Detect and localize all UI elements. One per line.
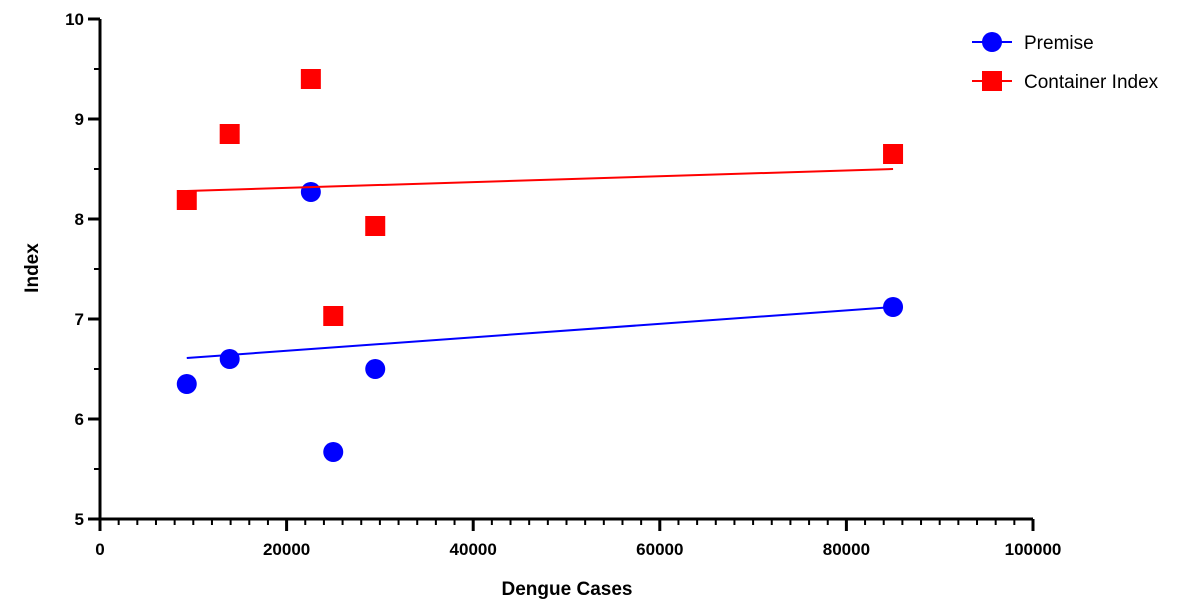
data-point — [365, 216, 386, 236]
legend-label: Premise — [1024, 33, 1094, 54]
y-tick-label: 7 — [75, 310, 84, 329]
data-point — [883, 297, 904, 317]
x-tick-label: 100000 — [1005, 540, 1062, 559]
series-premise — [176, 182, 904, 462]
x-tick-label: 20000 — [263, 540, 310, 559]
plot-area — [176, 69, 904, 462]
y-tick-label: 8 — [75, 210, 84, 229]
legend: Premise Container Index — [972, 32, 1159, 93]
axes: 0 20000 40000 60000 80000 100000 5 6 7 8 9 10 — [65, 10, 1061, 559]
data-point — [219, 124, 240, 144]
data-point — [300, 182, 321, 202]
trendline — [186, 168, 894, 192]
x-axis-title: Dengue Cases — [502, 579, 633, 600]
data-point — [176, 374, 197, 394]
legend-marker — [982, 71, 1002, 91]
y-tick-label: 5 — [75, 510, 84, 529]
legend-item: Container Index — [972, 71, 1159, 93]
data-point — [365, 359, 386, 379]
y-tick-label: 10 — [65, 10, 84, 29]
data-point — [883, 144, 904, 164]
trendline — [186, 306, 894, 359]
y-tick-label: 6 — [75, 410, 84, 429]
x-tick-label: 80000 — [823, 540, 870, 559]
x-tick-label: 0 — [95, 540, 104, 559]
data-point — [219, 349, 240, 369]
legend-marker — [982, 32, 1002, 52]
data-point — [176, 190, 197, 210]
data-point — [323, 442, 344, 462]
x-tick-label: 60000 — [636, 540, 683, 559]
legend-item: Premise — [972, 32, 1094, 54]
x-tick-label: 40000 — [450, 540, 497, 559]
data-point — [300, 69, 321, 89]
legend-label: Container Index — [1024, 72, 1159, 93]
y-tick-label: 9 — [75, 110, 84, 129]
series-container-index — [176, 69, 904, 326]
y-axis-title: Index — [22, 243, 43, 293]
data-point — [323, 306, 344, 326]
